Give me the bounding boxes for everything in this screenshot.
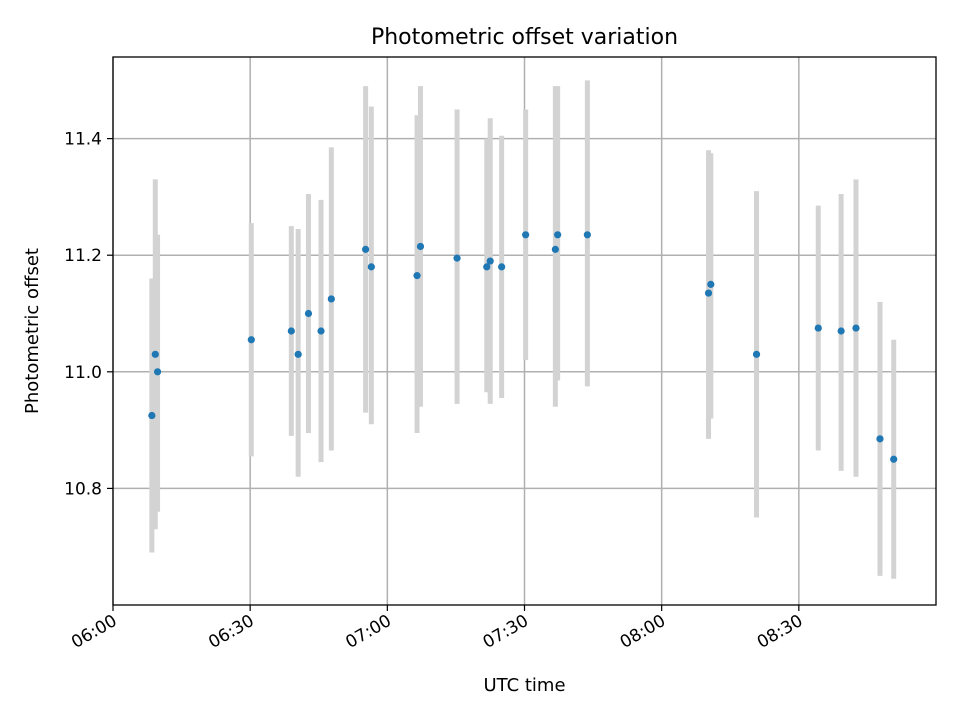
data-point [304,309,313,318]
axis-ticks: 06:00 06:30 07:00 07:30 08:00 08:3010.811.011… [64,130,806,653]
data-point [876,435,884,443]
data-point [327,295,335,303]
data-point [317,327,325,335]
data-point [153,368,162,376]
data-point [413,272,421,280]
data-point [752,350,761,358]
data-point [483,263,491,271]
y-tick-label: 11.2 [64,246,102,266]
data-point [554,231,562,239]
y-tick-label: 11.0 [64,363,102,383]
data-point [498,263,506,271]
data-point [367,263,375,271]
data-point [294,350,302,358]
data-point [151,350,159,358]
data-point [837,327,845,335]
data-point [814,324,822,332]
data-point [583,231,591,239]
data-point [148,411,156,420]
data-point [486,257,494,265]
data-point [362,245,370,253]
x-axis-label: UTC time [483,675,565,696]
data-point [522,231,530,239]
data-point [247,336,255,344]
data-point [287,327,295,335]
y-tick-label: 11.4 [64,130,102,150]
y-tick-label: 10.8 [64,479,102,499]
data-point [453,254,461,262]
data-point [852,324,860,332]
data-point [707,280,715,288]
data-point [704,289,713,297]
data-points [148,231,898,463]
data-point [416,242,425,251]
data-point [890,455,898,463]
chart-title: Photometric offset variation [371,25,678,50]
data-point [551,245,559,253]
y-axis-label: Photometric offset [22,248,43,414]
